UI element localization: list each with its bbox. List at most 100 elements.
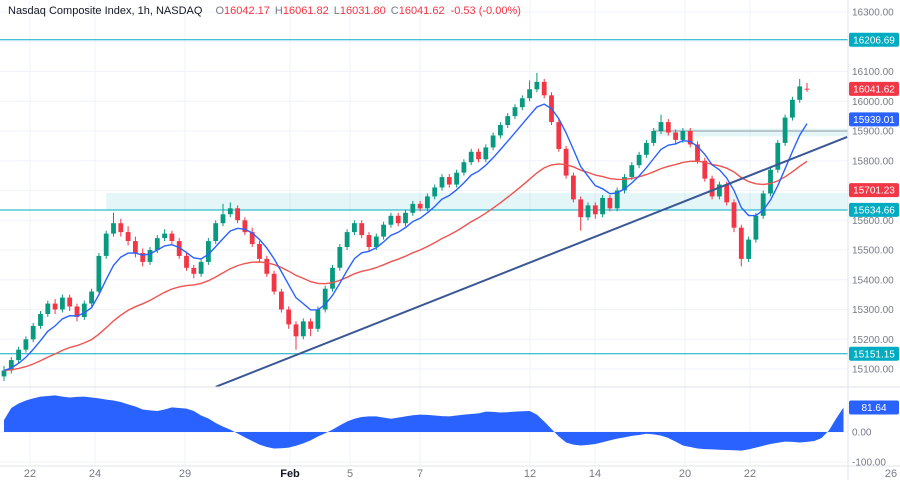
candle-body [249,232,255,244]
low-value: 16031.80 [339,5,386,17]
candle-body [395,215,401,224]
candle-body [213,223,219,241]
price-tick: 16300.00 [852,8,894,19]
price-tick: 15200.00 [852,335,894,346]
time-label[interactable]: 5 [347,468,353,480]
time-label[interactable]: 7 [417,468,423,480]
ma-fast-line [3,103,808,372]
candle-body [16,349,21,361]
candle-body [644,142,649,155]
candle-body [227,208,233,215]
price-badge: 15939.01 [853,115,895,126]
time-label[interactable]: 22 [24,468,36,480]
candle-body [665,122,671,133]
price-tick: 16000.00 [852,97,894,108]
candle-body [782,117,788,143]
candle-body [804,88,810,90]
candle-body [410,203,416,213]
candle-body [600,197,605,215]
candle-body [264,258,270,274]
time-label[interactable]: 26 [885,468,897,480]
candle-body [403,212,408,224]
candle-body [461,162,467,173]
candle-body [74,306,80,317]
candle-body [790,99,795,118]
price-tick: 15400.00 [852,275,894,286]
candle-body [191,267,197,274]
candle-body [67,297,73,307]
candle-body [731,202,737,228]
candle-body [300,321,306,337]
price-badge: 16041.62 [853,84,895,95]
candle-body [359,223,365,236]
candle-body [490,135,496,148]
candle-body [81,303,87,317]
time-label[interactable]: Feb [280,468,300,480]
candle-body [198,261,204,274]
time-label[interactable]: 14 [589,468,601,480]
candle-body [154,238,160,250]
open-label: O [215,5,224,17]
price-badge: 15151.15 [853,349,895,360]
oscillator-area [4,395,844,451]
candle-body [673,132,678,140]
candle-body [286,309,292,325]
candle-body [184,255,189,268]
candle-body [519,98,525,108]
time-label[interactable]: 29 [179,468,191,480]
price-tick: 15500.00 [852,246,894,257]
price-axis-bg[interactable] [848,0,900,480]
candle-body [702,160,708,179]
candle-body [8,360,14,371]
candle-body [242,220,248,233]
candle-body [505,116,511,125]
time-label[interactable]: 12 [524,468,536,480]
ma-slow-line [3,160,808,372]
price-badge-bg [849,202,899,217]
candle-body [45,303,51,314]
candle-body [125,232,131,241]
price-badge-bg [849,32,899,47]
price-tick: 15100.00 [852,365,894,376]
price-tick: 16100.00 [852,67,894,78]
price-tick: 15800.00 [852,156,894,167]
price-badge-bg [849,346,899,361]
price-tick: 15600.00 [852,216,894,227]
price-badge: 15701.23 [853,186,895,197]
supply-zone[interactable] [653,128,848,137]
time-label[interactable]: 20 [679,468,691,480]
candle-body [622,177,627,191]
candle-body [717,184,722,197]
time-label[interactable]: 24 [89,468,101,480]
symbol-title[interactable]: Nasdaq Composite Index, 1h, NASDAQ [8,5,203,17]
candle-body [220,214,226,224]
candle-body [352,223,357,233]
candle-body [775,142,781,170]
candle-body [111,223,116,234]
candle-body [585,205,591,218]
high-label: H [274,5,283,17]
candle-body [147,250,153,262]
price-tick: 15900.00 [852,127,894,138]
high-value: 16061.82 [282,5,329,17]
candle-body [483,147,489,160]
candle-body [206,241,211,262]
candle-body [140,253,146,262]
price-badge: 15634.66 [853,205,895,216]
candle-body [293,324,299,337]
trendline[interactable] [215,136,848,388]
candle-body [753,215,759,240]
candle-body [315,309,321,329]
candle-body [658,122,664,131]
candle-body [381,224,386,237]
candle-body [38,314,43,326]
price-tick: 15300.00 [852,305,894,316]
open-value: 16042.17 [224,5,270,17]
time-label[interactable]: 22 [744,468,756,480]
supply-zone[interactable] [106,192,848,210]
candle-body [366,235,372,247]
candle-body [709,178,715,197]
candle-body [330,267,335,289]
price-badge-bg [849,112,899,127]
